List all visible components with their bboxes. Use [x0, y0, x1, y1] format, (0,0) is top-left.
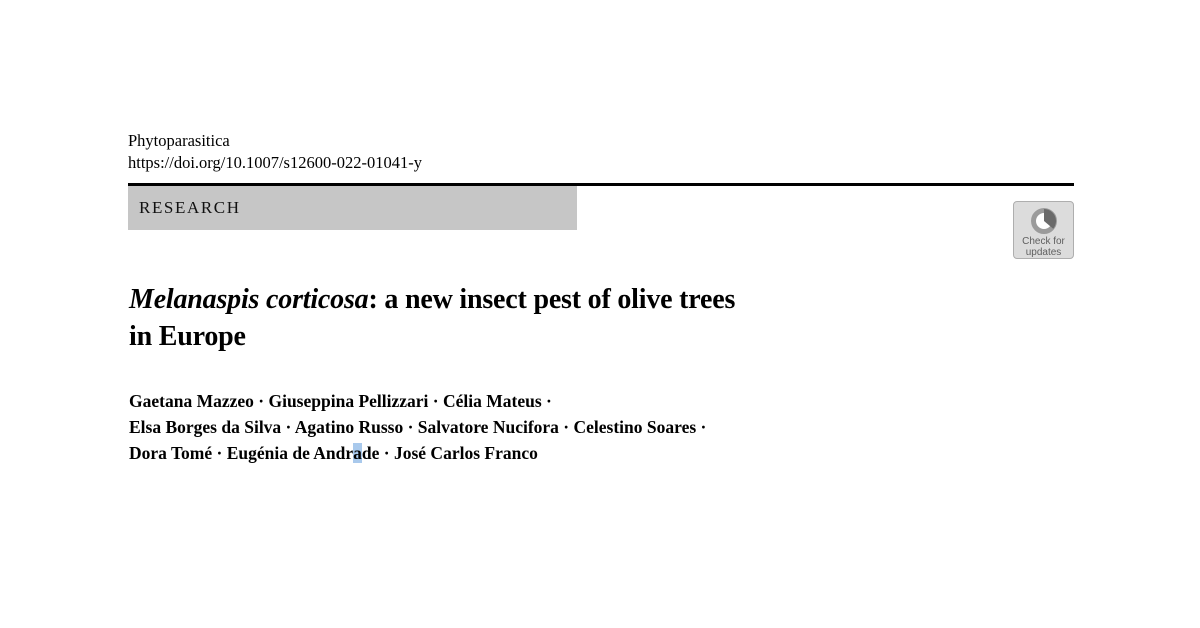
doi-link[interactable]: https://doi.org/10.1007/s12600-022-01041… — [128, 153, 422, 172]
check-for-updates-button[interactable]: Check for updates — [1013, 201, 1074, 259]
section-banner-label: RESEARCH — [139, 198, 241, 217]
text-selection-highlight: a — [353, 443, 362, 463]
article-title-species-name: Melanaspis corticosa — [129, 284, 369, 315]
article-title-line2: in Europe — [129, 321, 246, 352]
section-banner: RESEARCH — [128, 186, 577, 230]
journal-name: Phytoparasitica — [128, 131, 230, 150]
article-title-rest: : a new insect pest of olive trees — [368, 284, 736, 315]
header-rule — [128, 183, 1074, 186]
author-line-2: Elsa Borges da Silva · Agatino Russo · S… — [129, 417, 707, 437]
author-list: Gaetana Mazzeo · Giuseppina Pellizzari ·… — [129, 388, 706, 466]
crossmark-circle-icon — [1014, 205, 1073, 237]
author-line-3: Dora Tomé · Eugénia de Andrade · José Ca… — [129, 440, 706, 466]
author-line-3-pre: Dora Tomé · Eugénia de Andr — [129, 443, 354, 463]
author-line-1: Gaetana Mazzeo · Giuseppina Pellizzari ·… — [129, 391, 552, 411]
check-for-updates-label-line2: updates — [1025, 246, 1062, 258]
check-for-updates-label-line1: Check for — [1022, 236, 1065, 247]
article-title: Melanaspis corticosa: a new insect pest … — [129, 281, 735, 355]
author-line-3-post: de · José Carlos Franco — [361, 443, 538, 463]
